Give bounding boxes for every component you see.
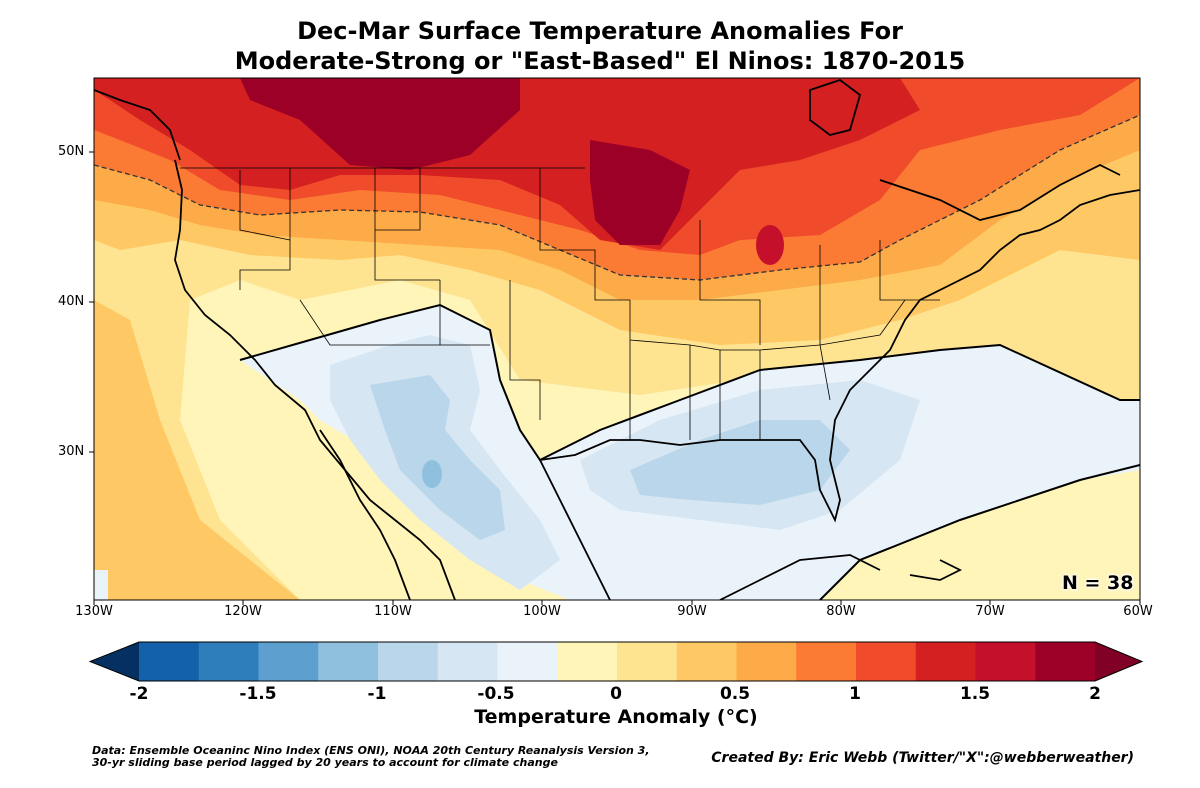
colorbar	[88, 641, 1144, 682]
anomaly-band-0-neg0.25-southwest	[94, 570, 108, 600]
state-borders	[180, 167, 940, 440]
lon-label-100w: 100W	[523, 604, 561, 619]
anomaly-band-neg0.5-neg0.75-gulf	[630, 420, 850, 505]
colorbar-segment	[856, 642, 917, 681]
colorbar-segment	[1035, 642, 1096, 681]
colorbar-extend-low	[90, 642, 139, 681]
colorbar-tick-label: -2	[129, 684, 149, 704]
colorbar-segment	[676, 642, 737, 681]
colorbar-segment	[437, 642, 498, 681]
sample-size-label: N = 38	[1062, 572, 1134, 594]
lat-label-30n: 30N	[58, 444, 85, 459]
anomaly-band-0.5-0.75-pacific	[94, 300, 300, 600]
lat-label-50n: 50N	[58, 144, 85, 159]
author-credit: Created By: Eric Webb (Twitter/"X":@webb…	[711, 750, 1134, 766]
colorbar-extend-high	[1095, 642, 1142, 681]
anomaly-band-1.75-2-west	[240, 78, 520, 170]
colorbar-segment	[975, 642, 1036, 681]
anomaly-band-neg0.5-neg0.75-west	[370, 375, 505, 540]
colorbar-title: Temperature Anomaly (°C)	[474, 706, 758, 728]
lon-label-130w: 130W	[75, 604, 113, 619]
map-title: Dec-Mar Surface Temperature Anomalies Fo…	[0, 16, 1200, 76]
colorbar-outline	[88, 641, 1144, 682]
data-source-line-2: 30-yr sliding base period lagged by 20 y…	[92, 756, 558, 769]
colorbar-segment	[915, 642, 976, 681]
map-frame	[93, 77, 1141, 601]
anomaly-field	[94, 78, 1140, 600]
lat-label-40n: 40N	[58, 294, 85, 309]
colorbar-segment	[497, 642, 558, 681]
lon-label-80w: 80W	[826, 604, 856, 619]
lon-label-60w: 60W	[1123, 604, 1153, 619]
map-title-line-1: Dec-Mar Surface Temperature Anomalies Fo…	[297, 17, 903, 45]
colorbar-segment	[378, 642, 439, 681]
colorbar-tick-label: -1	[367, 684, 387, 704]
colorbar-tick-label: 2	[1089, 684, 1101, 704]
map-title-line-2: Moderate-Strong or "East-Based" El Ninos…	[234, 47, 966, 75]
lat-ticks	[89, 151, 94, 453]
anomaly-band-1.5-1.75	[94, 78, 920, 250]
anomaly-band-1.75-2-midwest	[590, 140, 690, 245]
colorbar-tick-label: -0.5	[477, 684, 515, 704]
colorbar-tick-label: 0.5	[719, 684, 751, 704]
lon-label-90w: 90W	[677, 604, 707, 619]
colorbar-segment	[198, 642, 259, 681]
lon-ticks	[93, 600, 1141, 605]
data-source-note: Data: Ensemble Oceaninc Nino Index (ENS …	[92, 745, 650, 769]
lon-label-70w: 70W	[975, 604, 1005, 619]
colorbar-segment	[258, 642, 319, 681]
anomaly-band-1.75-michigan	[756, 225, 784, 265]
colorbar-segment	[139, 642, 200, 681]
colorbar-segment	[318, 642, 379, 681]
anomaly-band-neg0.75-neg1	[422, 460, 442, 488]
data-source-line-1: Data: Ensemble Oceaninc Nino Index (ENS …	[92, 744, 650, 757]
zero-anomaly-contour-south	[819, 464, 1140, 600]
lon-label-120w: 120W	[224, 604, 262, 619]
colorbar-segment	[557, 642, 618, 681]
colorbar-segment	[736, 642, 797, 681]
colorbar-tick-label: 1.5	[959, 684, 991, 704]
colorbar-tick-label: 1	[849, 684, 861, 704]
coastlines	[94, 78, 1140, 600]
one-degree-contour	[94, 114, 1140, 281]
colorbar-tick-label: -1.5	[239, 684, 277, 704]
zero-anomaly-contour	[239, 303, 1140, 462]
lon-label-110w: 110W	[374, 604, 412, 619]
colorbar-tick-label: 0	[610, 684, 622, 704]
colorbar-segment	[796, 642, 857, 681]
colorbar-segment	[617, 642, 678, 681]
